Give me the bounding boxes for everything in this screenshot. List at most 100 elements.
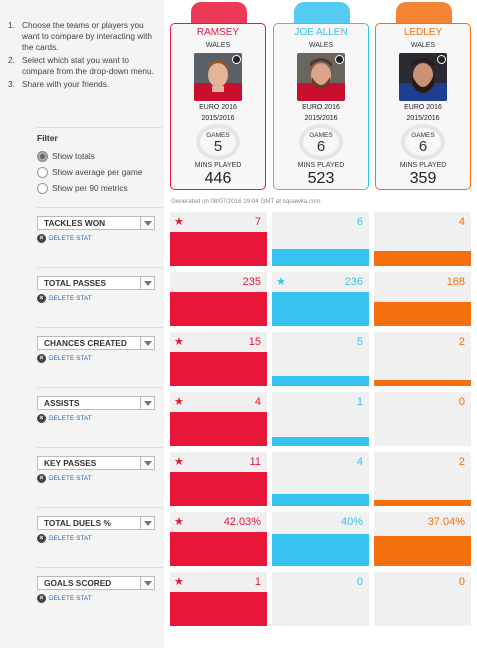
stat-row-selector: ASSISTS × DELETE STAT — [37, 396, 163, 423]
player-name: RAMSEY — [196, 27, 240, 38]
stat-value: 168 — [446, 276, 465, 288]
chevron-down-icon[interactable] — [140, 517, 154, 529]
stat-bar — [374, 251, 471, 266]
radio-button[interactable] — [37, 150, 48, 162]
stat-dropdown-label: CHANCES CREATED — [44, 338, 127, 348]
delete-stat-button[interactable]: × DELETE STAT — [37, 534, 163, 543]
mins-label: MINS PLAYED — [399, 162, 447, 169]
delete-stat-label: DELETE STAT — [49, 535, 92, 542]
divider — [37, 267, 163, 268]
instruction-item: 3. Share with your friends. — [8, 79, 110, 89]
divider — [37, 387, 163, 388]
close-icon: × — [37, 294, 46, 303]
stat-bar — [374, 500, 471, 506]
chevron-down-icon[interactable] — [140, 577, 154, 589]
stat-cell: 37.04% — [374, 512, 471, 566]
close-icon: × — [37, 534, 46, 543]
stat-dropdown-label: ASSISTS — [44, 398, 80, 408]
stat-bar — [170, 232, 267, 266]
filter-title: Filter — [37, 133, 58, 143]
stat-bar — [272, 494, 369, 506]
stat-cell: 168 — [374, 272, 471, 326]
radio-button[interactable] — [37, 166, 48, 178]
star-icon: ★ — [174, 516, 184, 528]
stat-value: 40% — [340, 516, 363, 528]
star-icon: ★ — [174, 396, 184, 408]
divider — [37, 447, 163, 448]
player-card-ramsey[interactable]: RAMSEY WALES EURO 2016 2015/2016 GAMES 5… — [170, 2, 266, 190]
star-icon: ★ — [174, 216, 184, 228]
delete-stat-button[interactable]: × DELETE STAT — [37, 294, 163, 303]
delete-stat-button[interactable]: × DELETE STAT — [37, 474, 163, 483]
divider — [37, 207, 163, 208]
stat-bar — [170, 292, 267, 326]
radio-show-totals[interactable]: Show totals — [37, 149, 95, 163]
radio-label: Show average per game — [52, 167, 143, 177]
chevron-down-icon[interactable] — [140, 397, 154, 409]
stat-cell: 4 — [374, 212, 471, 266]
stat-cell: 0 — [374, 572, 471, 626]
close-icon: × — [37, 414, 46, 423]
games-ring: GAMES 6 — [401, 124, 445, 160]
season: 2015/2016 — [406, 115, 440, 122]
card-tab — [191, 2, 247, 24]
club-badge-icon — [335, 55, 344, 64]
radio-label: Show per 90 metrics — [52, 183, 128, 193]
stat-value: 235 — [242, 276, 261, 288]
chevron-down-icon[interactable] — [140, 217, 154, 229]
radio-per-90-metrics[interactable]: Show per 90 metrics — [37, 181, 128, 195]
stat-dropdown[interactable]: ASSISTS — [37, 396, 155, 410]
team-name: WALES — [205, 42, 231, 49]
stat-cell: 6 — [272, 212, 369, 266]
stat-dropdown[interactable]: CHANCES CREATED — [37, 336, 155, 350]
radio-average-per-game[interactable]: Show average per game — [37, 165, 142, 179]
stat-row-selector: CHANCES CREATED × DELETE STAT — [37, 336, 163, 363]
season: 2015/2016 — [201, 115, 235, 122]
generated-note: Generated on 08/07/2016 19:04 GMT at squ… — [171, 198, 321, 205]
team-name: WALES — [410, 42, 436, 49]
star-icon: ★ — [174, 456, 184, 468]
close-icon: × — [37, 474, 46, 483]
divider — [37, 127, 162, 128]
stat-bar — [272, 376, 369, 386]
star-icon: ★ — [276, 276, 286, 288]
radio-button[interactable] — [37, 182, 48, 194]
stat-dropdown[interactable]: KEY PASSES — [37, 456, 155, 470]
games-ring: GAMES 6 — [299, 124, 343, 160]
chevron-down-icon[interactable] — [140, 277, 154, 289]
stat-value: 0 — [356, 576, 363, 588]
stat-cell: 7 ★ — [170, 212, 267, 266]
divider — [37, 507, 163, 508]
stat-bar — [170, 472, 267, 506]
stat-bar — [170, 532, 267, 566]
stat-value: 37.04% — [427, 516, 465, 528]
stat-dropdown[interactable]: TACKLES WON — [37, 216, 155, 230]
mins-label: MINS PLAYED — [194, 162, 242, 169]
sidebar: 1. Choose the teams or players you want t… — [0, 0, 164, 648]
instruction-item: 2. Select which stat you want to compare … — [8, 55, 154, 76]
stat-dropdown[interactable]: TOTAL DUELS % — [37, 516, 155, 530]
close-icon: × — [37, 594, 46, 603]
delete-stat-button[interactable]: × DELETE STAT — [37, 354, 163, 363]
delete-stat-button[interactable]: × DELETE STAT — [37, 234, 163, 243]
chevron-down-icon[interactable] — [140, 457, 154, 469]
instructions-list: 1. Choose the teams or players you want t… — [8, 20, 162, 92]
stat-dropdown[interactable]: GOALS SCORED — [37, 576, 155, 590]
mins-value: 523 — [307, 170, 335, 187]
stat-dropdown-label: TACKLES WON — [44, 218, 106, 228]
stat-bar — [374, 302, 471, 326]
divider — [37, 327, 163, 328]
chevron-down-icon[interactable] — [140, 337, 154, 349]
delete-stat-button[interactable]: × DELETE STAT — [37, 594, 163, 603]
stat-cell: 236 ★ — [272, 272, 369, 326]
stat-row-selector: GOALS SCORED × DELETE STAT — [37, 576, 163, 603]
card-tab — [294, 2, 350, 24]
player-card-ledley[interactable]: LEDLEY WALES EURO 2016 2015/2016 GAMES 6… — [375, 2, 471, 190]
stat-value: 4 — [356, 456, 363, 468]
delete-stat-button[interactable]: × DELETE STAT — [37, 414, 163, 423]
stat-dropdown[interactable]: TOTAL PASSES — [37, 276, 155, 290]
player-card-joe-allen[interactable]: JOE ALLEN WALES EURO 2016 2015/2016 GAME… — [273, 2, 369, 190]
mins-value: 359 — [409, 170, 437, 187]
stat-cell: 235 — [170, 272, 267, 326]
stat-cell: 40% — [272, 512, 369, 566]
